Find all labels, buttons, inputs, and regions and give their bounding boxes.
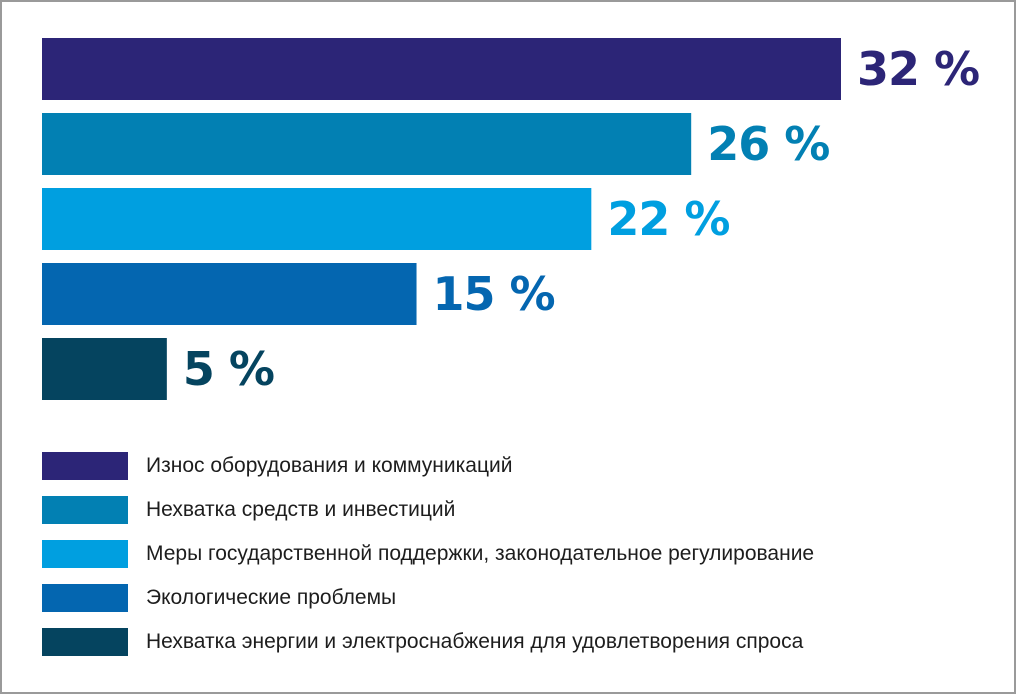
legend-label-5: Нехватка энергии и электроснабжения для … — [146, 630, 804, 653]
legend-item-5: Нехватка энергии и электроснабжения для … — [42, 628, 1002, 672]
legend-label-2: Нехватка средств и инвестиций — [146, 498, 456, 521]
bar-4 — [42, 263, 417, 325]
legend: Износ оборудования и коммуникаций Нехватк… — [42, 452, 1002, 672]
legend-swatch-4 — [42, 584, 128, 612]
bar-value-label-2: 26 % — [707, 117, 829, 171]
legend-item-1: Износ оборудования и коммуникаций — [42, 452, 1002, 496]
legend-swatch-2 — [42, 496, 128, 524]
bar-chart: 32 % 26 % 22 % 15 % 5 % — [42, 38, 980, 400]
bar-3 — [42, 188, 592, 250]
legend-swatch-3 — [42, 540, 128, 568]
legend-label-3: Меры государственной поддержки, законода… — [146, 542, 815, 565]
bar-value-label-5: 5 % — [183, 342, 274, 396]
legend-label-4: Экологические проблемы — [146, 586, 397, 609]
legend-item-2: Нехватка средств и инвестиций — [42, 496, 1002, 540]
legend-item-3: Меры государственной поддержки, законода… — [42, 540, 1002, 584]
legend-swatch-5 — [42, 628, 128, 656]
bar-5 — [42, 338, 167, 400]
legend-swatch-1 — [42, 452, 128, 480]
legend-label-1: Износ оборудования и коммуникаций — [146, 454, 513, 477]
bar-value-label-4: 15 % — [433, 267, 555, 321]
legend-item-4: Экологические проблемы — [42, 584, 1002, 628]
bar-2 — [42, 113, 692, 175]
bar-value-label-1: 32 % — [857, 42, 979, 96]
bar-1 — [42, 38, 841, 100]
bar-value-label-3: 22 % — [607, 192, 729, 246]
